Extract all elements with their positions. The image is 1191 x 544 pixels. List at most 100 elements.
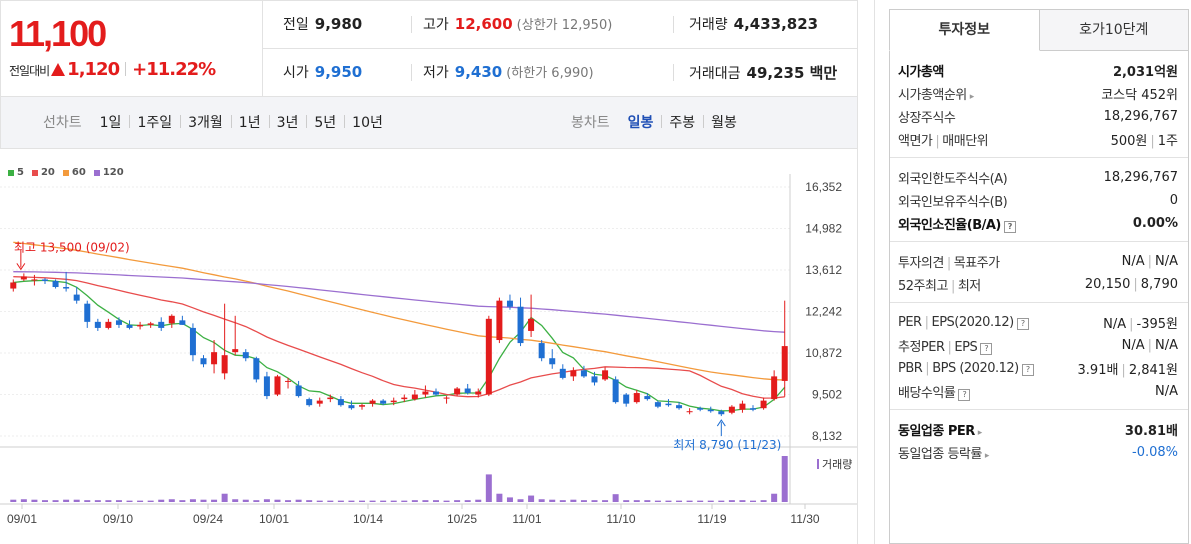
open-price: 시가 9,950 — [283, 62, 362, 82]
help-icon[interactable]: ? — [1021, 364, 1034, 376]
candle-body — [443, 397, 450, 399]
chart-period-toolbar: 선차트 1일 1주일 3개월 1년 3년 5년 10년 봉차트 일봉 주봉 월봉 — [0, 97, 858, 149]
period-1y[interactable]: 1년 — [230, 112, 269, 132]
candle-body — [390, 400, 397, 403]
help-icon[interactable]: ? — [980, 343, 993, 355]
x-tick-label: 10/14 — [353, 512, 383, 526]
period-3m[interactable]: 3개월 — [180, 112, 231, 132]
volume-bar — [295, 499, 302, 502]
line-chart-title: 선차트 — [43, 115, 82, 131]
change-label: 전일대비 — [9, 64, 50, 78]
candle-body — [728, 406, 735, 413]
x-tick-label: 09/01 — [7, 512, 37, 526]
volume-bar — [168, 499, 175, 502]
period-5y[interactable]: 5년 — [306, 112, 344, 132]
candle-body — [750, 408, 757, 410]
candle-body — [760, 400, 767, 409]
open-value: 9,950 — [314, 63, 363, 81]
candle-daily[interactable]: 일봉 — [627, 115, 654, 131]
row-sector-per[interactable]: 동일업종 PER ▸ 30.81배 — [890, 418, 1188, 441]
amount-label: 거래대금 — [689, 66, 741, 82]
period-1d[interactable]: 1일 — [99, 115, 122, 131]
volume-bar — [760, 500, 767, 502]
divider — [673, 64, 674, 81]
candlestick-chart: 16,352 14,982 13,612 12,242 10,872 9,502 8,132… — [0, 174, 857, 526]
change-value: 1,120 — [67, 59, 120, 80]
volume-bar — [496, 493, 503, 502]
volume-bar — [580, 500, 587, 502]
volume-bar — [422, 500, 429, 502]
row-market-cap-rank[interactable]: 시가총액순위 ▸ 코스닥 452위 — [890, 82, 1188, 105]
line-chart-group: 선차트 1일 1주일 3개월 1년 3년 5년 10년 — [43, 112, 391, 132]
candle-body — [200, 358, 207, 365]
x-tick-label: 10/25 — [447, 512, 477, 526]
up-triangle-icon — [51, 63, 66, 76]
market-cap-label: 시가총액 — [898, 65, 944, 80]
candle-monthly[interactable]: 월봉 — [703, 112, 745, 132]
help-icon[interactable]: ? — [1016, 318, 1029, 330]
candle-body — [432, 391, 439, 395]
help-icon[interactable]: ? — [958, 389, 971, 401]
candle-body — [63, 287, 70, 289]
period-1w[interactable]: 1주일 — [129, 112, 180, 132]
price-stats: 전일 9,980 고가 12,600 (상한가 12,950) 거래량 4,433,82… — [262, 0, 858, 97]
volume-bar — [380, 500, 387, 502]
candle-body — [665, 403, 672, 406]
ma5-line — [13, 279, 786, 412]
candle-body — [115, 320, 122, 325]
divider — [411, 16, 412, 33]
52week-values: 20,150 | 8,790 — [1084, 277, 1178, 292]
candle-body — [633, 393, 640, 403]
volume-bar — [115, 500, 122, 502]
row-sector-change[interactable]: 동일업종 등락률 ▸ -0.08% — [890, 441, 1188, 464]
period-3y[interactable]: 3년 — [268, 112, 307, 132]
per-label-b: EPS(2020.12) — [931, 315, 1014, 330]
y-tick-label: 8,132 — [812, 429, 842, 443]
volume-bar — [623, 500, 630, 502]
candle-weekly[interactable]: 주봉 — [661, 112, 703, 132]
volume-bar — [73, 499, 80, 502]
period-10y[interactable]: 10년 — [344, 112, 391, 132]
tab-orderbook-10[interactable]: 호가10단계 — [1039, 9, 1189, 51]
per-label-a: PER — [898, 315, 922, 330]
help-icon[interactable]: ? — [1003, 221, 1016, 233]
market-cap-value: 2,031억원 — [1112, 65, 1178, 80]
low-label: 저가 — [423, 65, 449, 81]
valuation-section: PER | EPS(2020.12)? N/A | -395원 추정PER | EPS? N/A… — [890, 303, 1188, 410]
est-eps-value: N/A — [1155, 338, 1178, 353]
par-label-b: 매매단위 — [942, 134, 989, 149]
candle-body — [221, 355, 228, 374]
volume-bar — [52, 500, 59, 502]
candle-body — [137, 324, 144, 327]
eps-value: -395원 — [1136, 317, 1178, 332]
volume-label: 거래량 — [689, 17, 728, 33]
pbr-label-b: BPS (2020.12) — [932, 361, 1019, 376]
volume-bar — [84, 500, 91, 502]
legend-ma20: 20 — [31, 167, 55, 178]
volume-bar — [211, 499, 218, 502]
foreign-hold-label: 외국인보유주식수(B) — [898, 195, 1008, 210]
volume-bar — [63, 499, 70, 502]
legend-ma60-label: 60 — [71, 167, 86, 178]
volume-bar — [411, 500, 418, 502]
stats-row-1: 전일 9,980 고가 12,600 (상한가 12,950) 거래량 4,433,82… — [263, 1, 857, 49]
volume-bar — [200, 499, 207, 502]
info-table: 시가총액 2,031억원 시가총액순위 ▸ 코스닥 452위 상장주식수 18,296,… — [889, 51, 1189, 544]
volume-bar — [454, 500, 461, 502]
x-tick-label: 11/19 — [697, 512, 726, 526]
par-value-a: 500원 — [1110, 134, 1148, 149]
candle-chart-title: 봉차트 — [571, 115, 610, 131]
volume-bar — [274, 499, 281, 502]
volume-bar — [570, 499, 577, 502]
x-tick-label: 11/30 — [790, 512, 819, 526]
volume-bar — [105, 500, 112, 502]
tab-investment-info[interactable]: 투자정보 — [889, 9, 1040, 51]
candle-body — [401, 397, 408, 400]
y-tick-label: 9,502 — [812, 388, 842, 402]
candle-body — [697, 408, 704, 410]
volume-bar — [718, 500, 725, 502]
candle-body — [654, 402, 661, 407]
volume-bar — [147, 500, 154, 502]
candle-body — [411, 394, 418, 400]
row-listed-shares: 상장주식수 18,296,767 — [890, 105, 1188, 128]
